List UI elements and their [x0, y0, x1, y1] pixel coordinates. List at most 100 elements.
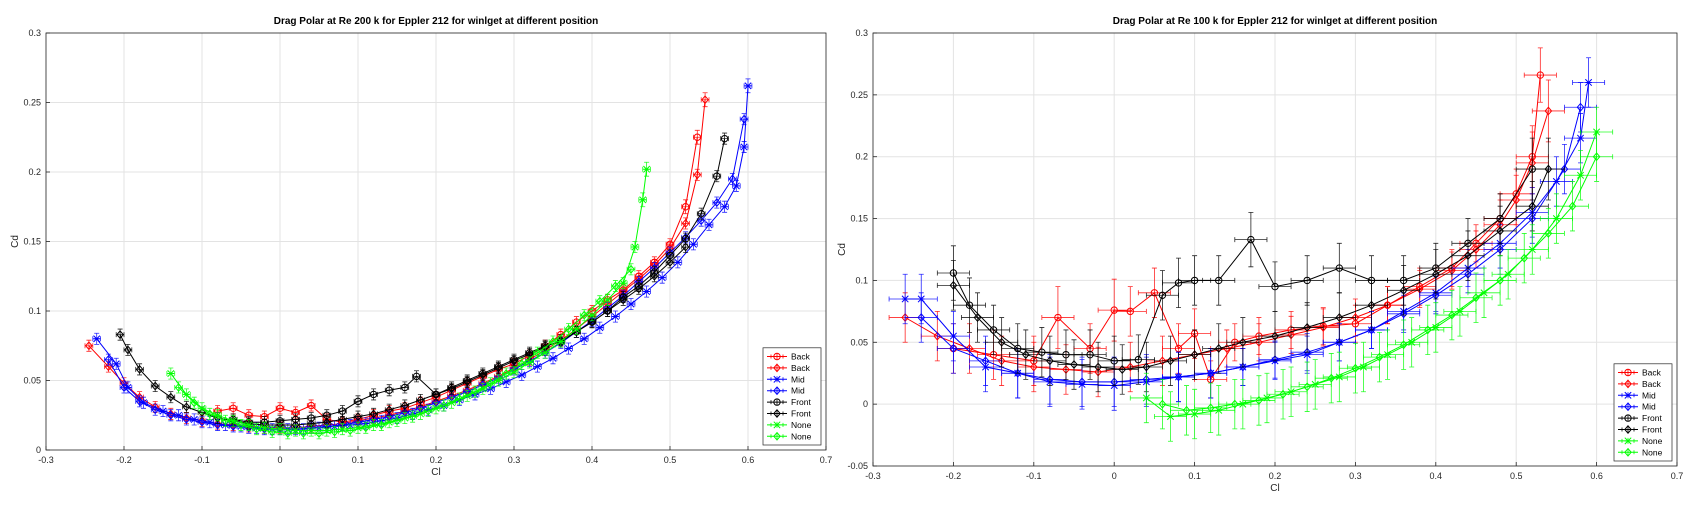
data-point [276, 425, 284, 433]
series-none-8 [174, 263, 636, 440]
error-bar [1314, 353, 1348, 404]
error-bar [1097, 335, 1131, 386]
error-bar [1145, 270, 1179, 321]
error-bar [634, 282, 644, 295]
data-point [564, 324, 573, 334]
data-point [1504, 270, 1512, 278]
chart-title: Drag Polar at Re 200 k for Eppler 212 fo… [274, 16, 599, 27]
y-tick-label: 0.3 [28, 28, 41, 38]
data-point [502, 378, 510, 386]
error-bar [693, 168, 702, 181]
legend-label: Front [1642, 413, 1662, 423]
data-point [565, 344, 573, 353]
data-point [307, 426, 315, 435]
error-bar [1202, 323, 1236, 374]
legend-marker [773, 398, 781, 406]
data-point [1070, 360, 1078, 370]
legend-label: Mid [1642, 402, 1656, 412]
error-bar [1387, 319, 1421, 370]
data-point [120, 382, 128, 392]
error-bar [1105, 344, 1139, 395]
data-point [116, 330, 124, 340]
error-bar [1145, 379, 1179, 430]
error-bar [470, 385, 480, 398]
error-bar [1226, 317, 1260, 368]
error-bar [1483, 255, 1517, 306]
error-bar [439, 399, 449, 412]
data-point [1271, 282, 1279, 291]
data-point [385, 405, 394, 415]
data-point [393, 416, 401, 426]
data-point [1576, 102, 1585, 112]
error-bar [712, 170, 722, 183]
error-bar [548, 335, 558, 348]
legend-item: Back [767, 352, 811, 362]
data-point [174, 382, 183, 392]
legend-marker [1624, 402, 1632, 412]
data-point [1118, 365, 1127, 374]
legend-marker [1624, 391, 1632, 399]
data-point [1215, 276, 1223, 285]
data-point [229, 417, 237, 425]
data-point [85, 341, 93, 351]
error-bar [1033, 335, 1067, 386]
legend-label: None [791, 420, 812, 430]
data-point [330, 427, 339, 437]
data-point [1585, 78, 1593, 87]
data-point [1335, 264, 1344, 272]
x-tick-label: 0.6 [742, 455, 755, 465]
data-point [619, 295, 628, 305]
data-point [198, 408, 206, 417]
error-bar [1290, 302, 1324, 353]
error-bar [501, 367, 511, 380]
error-bar [135, 395, 144, 408]
error-bar [1523, 47, 1557, 103]
x-tick-label: -0.2 [116, 455, 132, 465]
data-point [377, 420, 386, 430]
data-point [151, 381, 160, 391]
data-point [1496, 226, 1504, 236]
x-tick-label: 0.6 [1590, 471, 1603, 481]
data-point [1351, 313, 1360, 323]
error-bar [267, 425, 277, 438]
x-tick-label: -0.3 [865, 471, 881, 481]
data-point [557, 338, 565, 346]
data-point [1472, 293, 1480, 303]
data-point [549, 354, 557, 362]
error-bar [345, 424, 355, 437]
y-axis-label: Cd [10, 235, 21, 248]
data-point [198, 417, 206, 427]
data-point [588, 311, 596, 319]
x-tick-label: 0 [1112, 471, 1117, 481]
data-point [463, 377, 472, 387]
data-point [1166, 356, 1175, 366]
error-bar [412, 370, 421, 383]
data-point [1359, 363, 1367, 371]
data-point [1576, 171, 1585, 179]
error-bar [1338, 343, 1372, 394]
data-point [135, 396, 144, 406]
y-tick-label: 0.2 [28, 167, 41, 177]
data-point [712, 198, 721, 208]
error-bar [182, 400, 191, 413]
data-point [412, 372, 421, 381]
data-point [1423, 325, 1432, 335]
data-point [1158, 399, 1167, 409]
error-bar [1419, 249, 1453, 300]
error-bar [1178, 255, 1212, 306]
data-point [681, 242, 690, 252]
error-bar [728, 172, 737, 185]
data-point [981, 356, 990, 366]
legend-label: Back [791, 352, 811, 362]
error-bar [665, 256, 675, 269]
data-point [720, 134, 729, 143]
data-point [674, 258, 682, 266]
error-bar [166, 391, 176, 404]
series-none-8 [1145, 131, 1614, 436]
data-point [175, 411, 183, 419]
data-point [354, 397, 362, 406]
data-point [1142, 394, 1150, 402]
y-axis-label: Cd [837, 243, 848, 256]
data-point [471, 387, 479, 397]
data-point [1174, 372, 1183, 382]
